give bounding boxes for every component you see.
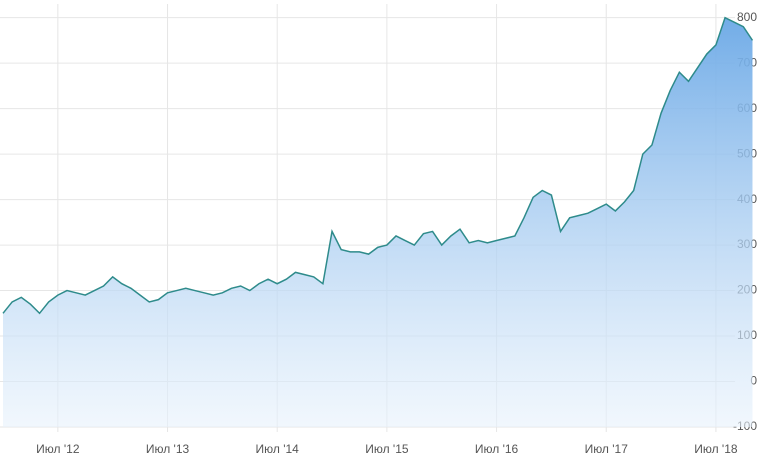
x-tick-label: Июл '17	[585, 442, 629, 456]
line	[2, 16, 754, 315]
x-tick-label: Июл '13	[146, 442, 190, 456]
x-tick-label: Июл '12	[36, 442, 80, 456]
x-tick-label: Июл '15	[365, 442, 409, 456]
y-tick-label: 800	[737, 10, 757, 24]
x-tick-label: Июл '18	[694, 442, 738, 456]
area-fill	[3, 17, 753, 427]
x-tick-label: Июл '14	[256, 442, 300, 456]
y-tick-label: 0	[750, 374, 757, 388]
x-tick-label: Июл '16	[475, 442, 519, 456]
